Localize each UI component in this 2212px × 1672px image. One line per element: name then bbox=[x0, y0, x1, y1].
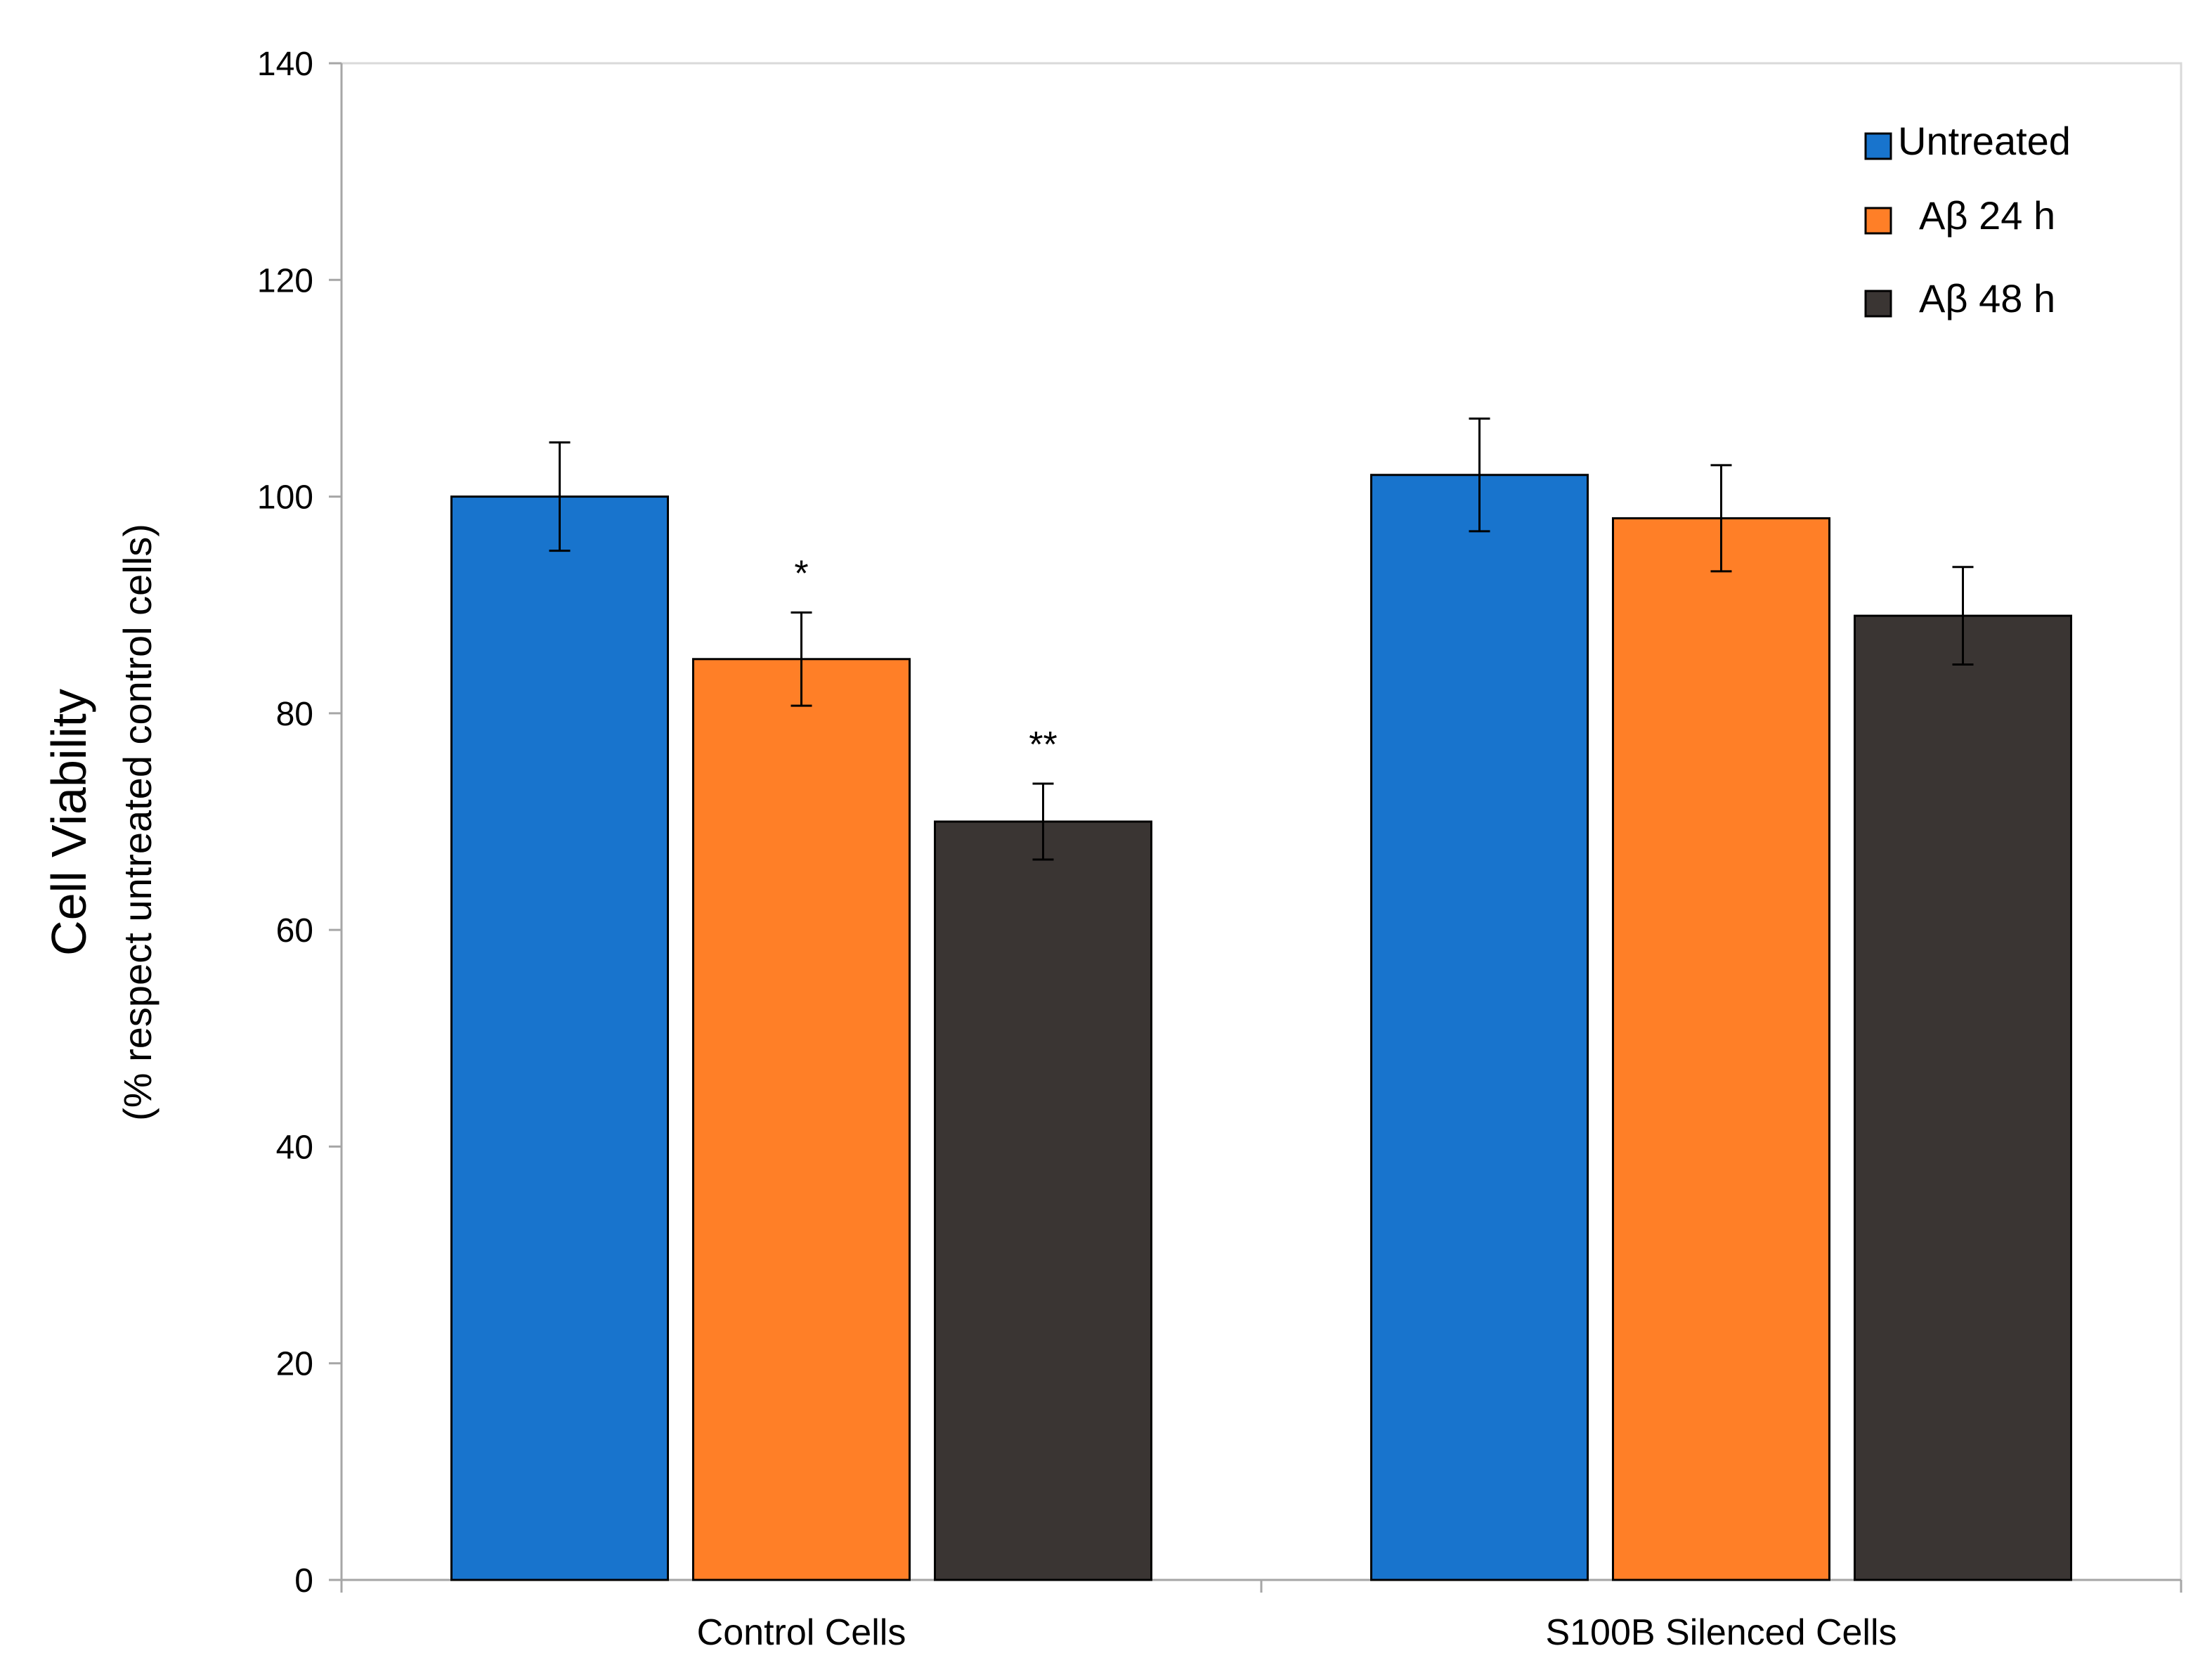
bar bbox=[1612, 517, 1830, 1581]
error-bars-group bbox=[549, 417, 1974, 861]
legend-swatch bbox=[1864, 207, 1892, 235]
legend-label: Aβ 24 h bbox=[1919, 193, 2055, 238]
legend-label: Untreated bbox=[1898, 119, 2071, 163]
bar bbox=[1854, 614, 2072, 1581]
x-axis: Control Cells S100B Silenced Cells bbox=[340, 1579, 2182, 1653]
y-tick-label: 120 bbox=[257, 262, 313, 299]
legend: Untreated Aβ 24 h Aβ 48 h bbox=[1864, 119, 2071, 320]
y-tick-label: 0 bbox=[294, 1562, 313, 1600]
bar bbox=[450, 495, 669, 1581]
y-axis-subtitle: (% respect untreated control cells) bbox=[115, 524, 160, 1121]
y-tick-label: 40 bbox=[276, 1129, 313, 1166]
x-category-label: Control Cells bbox=[697, 1612, 906, 1653]
bars-group bbox=[450, 474, 2072, 1581]
y-tick-label: 60 bbox=[276, 912, 313, 950]
y-tick-label: 20 bbox=[276, 1346, 313, 1383]
y-tick-label: 80 bbox=[276, 696, 313, 733]
legend-swatch bbox=[1864, 132, 1892, 160]
bar bbox=[1370, 474, 1589, 1581]
significance-markers: *** bbox=[794, 554, 1057, 766]
bar bbox=[934, 820, 1152, 1581]
y-axis: 0 20 40 60 80 100 120 140 bbox=[257, 46, 343, 1600]
x-category-label: S100B Silenced Cells bbox=[1545, 1612, 1897, 1653]
bar bbox=[692, 658, 911, 1581]
legend-swatch bbox=[1864, 290, 1892, 318]
y-tick-label: 100 bbox=[257, 479, 313, 517]
y-axis-title: Cell Viability bbox=[41, 689, 96, 956]
y-tick-label: 140 bbox=[257, 46, 313, 83]
significance-marker: ** bbox=[1029, 725, 1057, 765]
legend-label: Aβ 48 h bbox=[1919, 276, 2055, 320]
significance-marker: * bbox=[794, 554, 808, 595]
